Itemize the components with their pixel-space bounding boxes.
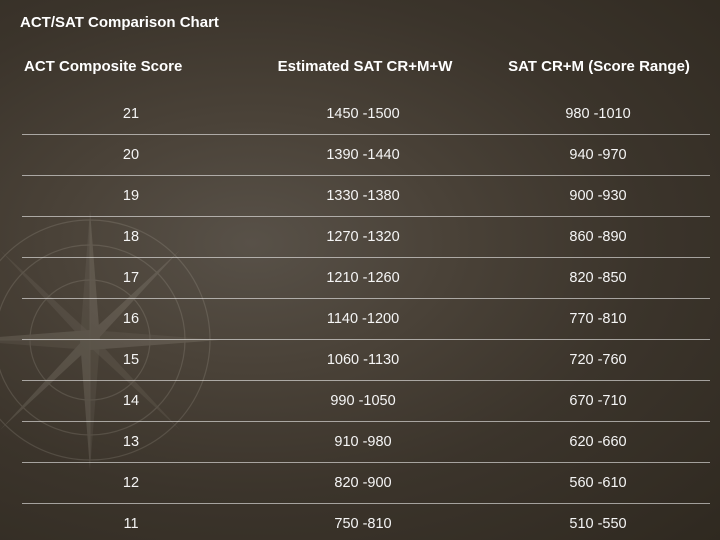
table-cell: 510 -550 (486, 516, 710, 532)
table-cell: 820 -850 (486, 270, 710, 286)
table-cell: 900 -930 (486, 188, 710, 204)
table-cell: 11 (22, 516, 240, 532)
table-cell: 1390 -1440 (240, 147, 486, 163)
table-cell: 13 (22, 434, 240, 450)
table-cell: 990 -1050 (240, 393, 486, 409)
table-cell: 720 -760 (486, 352, 710, 368)
table-row: 151060 -1130720 -760 (22, 340, 710, 381)
table-cell: 980 -1010 (486, 106, 710, 122)
table-cell: 1210 -1260 (240, 270, 486, 286)
table-cell: 910 -980 (240, 434, 486, 450)
table-cell: 1060 -1130 (240, 352, 486, 368)
column-header: SAT CR+M (Score Range) (488, 58, 710, 75)
table-row: 171210 -1260820 -850 (22, 258, 710, 299)
table-cell: 1450 -1500 (240, 106, 486, 122)
table-row: 181270 -1320860 -890 (22, 217, 710, 258)
table-row: 13910 -980620 -660 (22, 422, 710, 463)
table-cell: 940 -970 (486, 147, 710, 163)
table-cell: 1140 -1200 (240, 311, 486, 327)
table-cell: 12 (22, 475, 240, 491)
table-cell: 16 (22, 311, 240, 327)
table-cell: 21 (22, 106, 240, 122)
table-cell: 620 -660 (486, 434, 710, 450)
table-row: 201390 -1440940 -970 (22, 135, 710, 176)
table-cell: 17 (22, 270, 240, 286)
table-row: 211450 -1500980 -1010 (22, 94, 710, 135)
table-row: 14990 -1050670 -710 (22, 381, 710, 422)
table-cell: 670 -710 (486, 393, 710, 409)
table-cell: 1270 -1320 (240, 229, 486, 245)
table-header-row: ACT Composite Score Estimated SAT CR+M+W… (22, 58, 710, 88)
table-row: 12820 -900560 -610 (22, 463, 710, 504)
column-header: Estimated SAT CR+M+W (242, 58, 488, 75)
table-cell: 19 (22, 188, 240, 204)
table-cell: 750 -810 (240, 516, 486, 532)
table-cell: 770 -810 (486, 311, 710, 327)
table-row: 11750 -810510 -550 (22, 504, 710, 540)
table-cell: 14 (22, 393, 240, 409)
table-cell: 1330 -1380 (240, 188, 486, 204)
table-cell: 860 -890 (486, 229, 710, 245)
table-cell: 18 (22, 229, 240, 245)
table-cell: 820 -900 (240, 475, 486, 491)
comparison-table: ACT Composite Score Estimated SAT CR+M+W… (22, 58, 710, 540)
table-row: 191330 -1380900 -930 (22, 176, 710, 217)
table-cell: 560 -610 (486, 475, 710, 491)
table-row: 161140 -1200770 -810 (22, 299, 710, 340)
table-cell: 20 (22, 147, 240, 163)
column-header: ACT Composite Score (22, 58, 242, 75)
page-title: ACT/SAT Comparison Chart (20, 14, 219, 31)
table-cell: 15 (22, 352, 240, 368)
